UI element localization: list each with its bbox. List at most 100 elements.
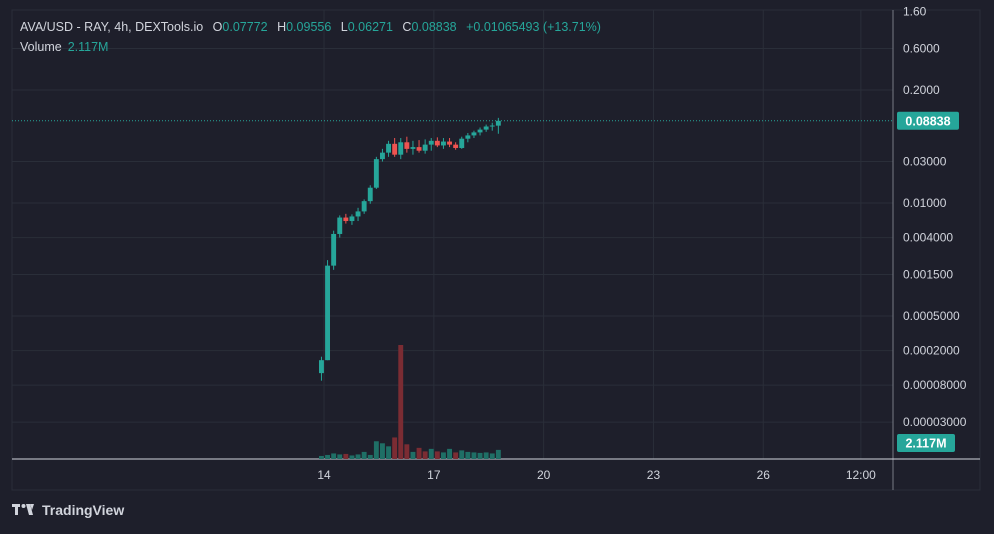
volume-bar [404, 444, 410, 459]
volume-legend: Volume 2.117M [20, 40, 108, 54]
volume-bar [380, 443, 385, 459]
volume-bar [422, 451, 428, 459]
close-key: C [402, 20, 412, 34]
volume-bar [410, 451, 416, 459]
volume-bar [367, 454, 373, 459]
candle-body [319, 360, 324, 374]
volume-bar [453, 452, 459, 459]
volume-bar [471, 452, 477, 459]
ohlc-legend: AVA/USD - RAY, 4h, DEXTools.io O0.07772 … [20, 20, 607, 34]
low-value: 0.06271 [347, 20, 393, 34]
candle-body [465, 135, 471, 139]
tradingview-icon [12, 504, 34, 515]
y-tick-label: 0.00003000 [903, 415, 967, 429]
y-tick-label: 0.004000 [903, 231, 953, 245]
volume-value: 2.117M [67, 40, 109, 54]
volume-bar [325, 454, 330, 459]
open-key: O [212, 20, 223, 34]
x-tick-label: 20 [537, 468, 551, 482]
volume-label: Volume [20, 40, 62, 54]
volume-bar [392, 437, 398, 459]
last-volume-label: 2.117M [905, 437, 946, 451]
candle-body [495, 120, 501, 126]
volume-bar [331, 453, 337, 459]
candle-body [434, 140, 440, 146]
last-price-label: 0.08838 [905, 114, 950, 128]
change-value: +0.01065493 (+13.71%) [466, 20, 601, 34]
candle-body [441, 141, 446, 146]
candle-body [380, 152, 385, 160]
low-key: L [340, 20, 348, 34]
x-tick-label: 23 [647, 468, 661, 482]
candle-body [453, 144, 459, 148]
y-tick-label: 0.0002000 [903, 344, 960, 358]
candle-body [422, 144, 428, 151]
x-tick-label: 17 [427, 468, 441, 482]
volume-bar [373, 441, 379, 459]
high-key: H [277, 20, 287, 34]
volume-bar [349, 455, 355, 459]
candle-body [483, 126, 489, 130]
volume-bar [428, 448, 434, 459]
volume-bar [398, 345, 404, 459]
candle-body [477, 129, 483, 133]
y-tick-label: 0.001500 [903, 268, 953, 282]
y-tick-label: 0.01000 [903, 196, 947, 210]
volume-bar [361, 451, 367, 459]
volume-bar [459, 450, 465, 459]
candle-body [361, 201, 367, 212]
volume-bar [447, 448, 452, 459]
last-volume-badge [897, 434, 955, 452]
y-tick-label: 0.0005000 [903, 309, 960, 323]
y-tick-label: 0.00008000 [903, 378, 967, 392]
candle-body [392, 143, 398, 155]
volume-bar [477, 452, 483, 459]
volume-bar [495, 449, 501, 459]
candle-body [349, 216, 355, 222]
volume-bar [483, 452, 489, 459]
candle-body [325, 265, 330, 361]
last-price-badge [897, 111, 959, 130]
candle-body [337, 217, 343, 234]
candle-body [471, 132, 477, 136]
candle-body [331, 233, 337, 266]
open-value: 0.07772 [222, 20, 268, 34]
candle-body [489, 125, 495, 127]
candle-body [410, 147, 416, 149]
y-tick-label: 0.6000 [903, 42, 940, 56]
candle-body [416, 147, 422, 151]
close-value: 0.08838 [411, 20, 457, 34]
candle-body [398, 142, 404, 155]
tradingview-wordmark: TradingView [42, 502, 125, 518]
volume-bar [343, 453, 349, 459]
candle-body [373, 159, 379, 188]
volume-bar [434, 451, 440, 459]
symbol-label: AVA/USD - RAY, 4h, DEXTools.io [20, 20, 204, 34]
volume-bar [355, 454, 361, 459]
chart-frame-border [11, 9, 981, 491]
candle-body [459, 138, 465, 148]
y-tick-label: 0.2000 [903, 83, 940, 97]
volume-bar [319, 455, 324, 459]
high-value: 0.09556 [286, 20, 332, 34]
tradingview-logo[interactable]: TradingView [12, 500, 124, 520]
candle-body [386, 143, 391, 153]
volume-bar [337, 454, 343, 459]
volume-bar [416, 447, 422, 459]
candle-body [355, 211, 361, 217]
volume-bar [386, 446, 391, 459]
y-tick-label: 0.03000 [903, 155, 947, 169]
y-tick-label: 1.60 [903, 5, 927, 19]
candle-body [343, 217, 349, 222]
x-tick-label: 12:00 [846, 468, 876, 482]
volume-bar [441, 452, 446, 459]
x-tick-label: 14 [317, 468, 331, 482]
x-tick-label: 26 [757, 468, 771, 482]
candle-body [367, 187, 373, 202]
volume-bar [489, 453, 495, 459]
volume-bar [465, 451, 471, 459]
candle-body [447, 141, 452, 145]
candle-body [428, 140, 434, 145]
